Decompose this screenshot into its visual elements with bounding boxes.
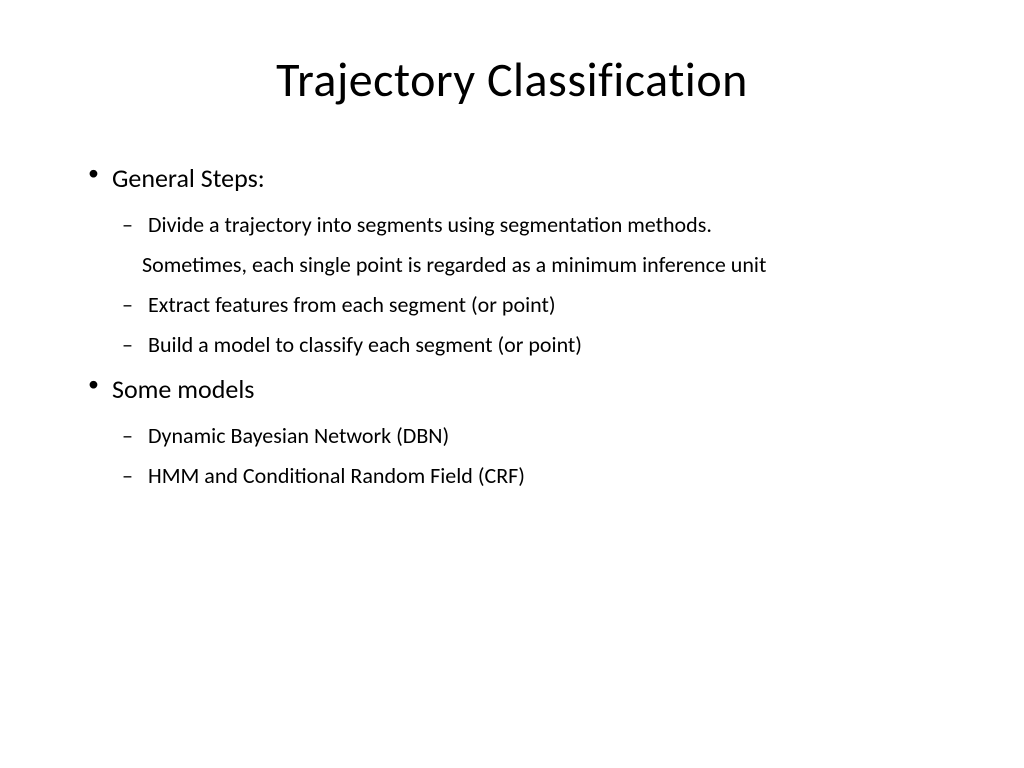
list-item: Some models Dynamic Bayesian Network (DB… (80, 370, 944, 493)
bullet-list-level2: Divide a trajectory into segments using … (112, 208, 944, 362)
bullet-text: Dynamic Bayesian Network (DBN) (148, 422, 449, 449)
list-item: HMM and Conditional Random Field (CRF) (112, 459, 944, 493)
bullet-text: Extract features from each segment (or p… (148, 291, 556, 318)
list-item: Divide a trajectory into segments using … (112, 208, 944, 242)
slide-content: General Steps: Divide a trajectory into … (80, 159, 944, 494)
list-item: Build a model to classify each segment (… (112, 328, 944, 362)
list-item: Extract features from each segment (or p… (112, 288, 944, 322)
bullet-text: General Steps: (112, 162, 265, 194)
list-item: Dynamic Bayesian Network (DBN) (112, 419, 944, 453)
bullet-text: Divide a trajectory into segments using … (148, 211, 712, 238)
continuation-text: Sometimes, each single point is regarded… (112, 248, 944, 282)
slide-title: Trajectory Classification (80, 50, 944, 109)
bullet-list-level1: General Steps: Divide a trajectory into … (80, 159, 944, 494)
bullet-list-level2: Dynamic Bayesian Network (DBN) HMM and C… (112, 419, 944, 493)
bullet-text: Build a model to classify each segment (… (148, 331, 582, 358)
list-item: General Steps: Divide a trajectory into … (80, 159, 944, 362)
bullet-text: HMM and Conditional Random Field (CRF) (148, 462, 525, 489)
bullet-text: Some models (112, 373, 254, 405)
